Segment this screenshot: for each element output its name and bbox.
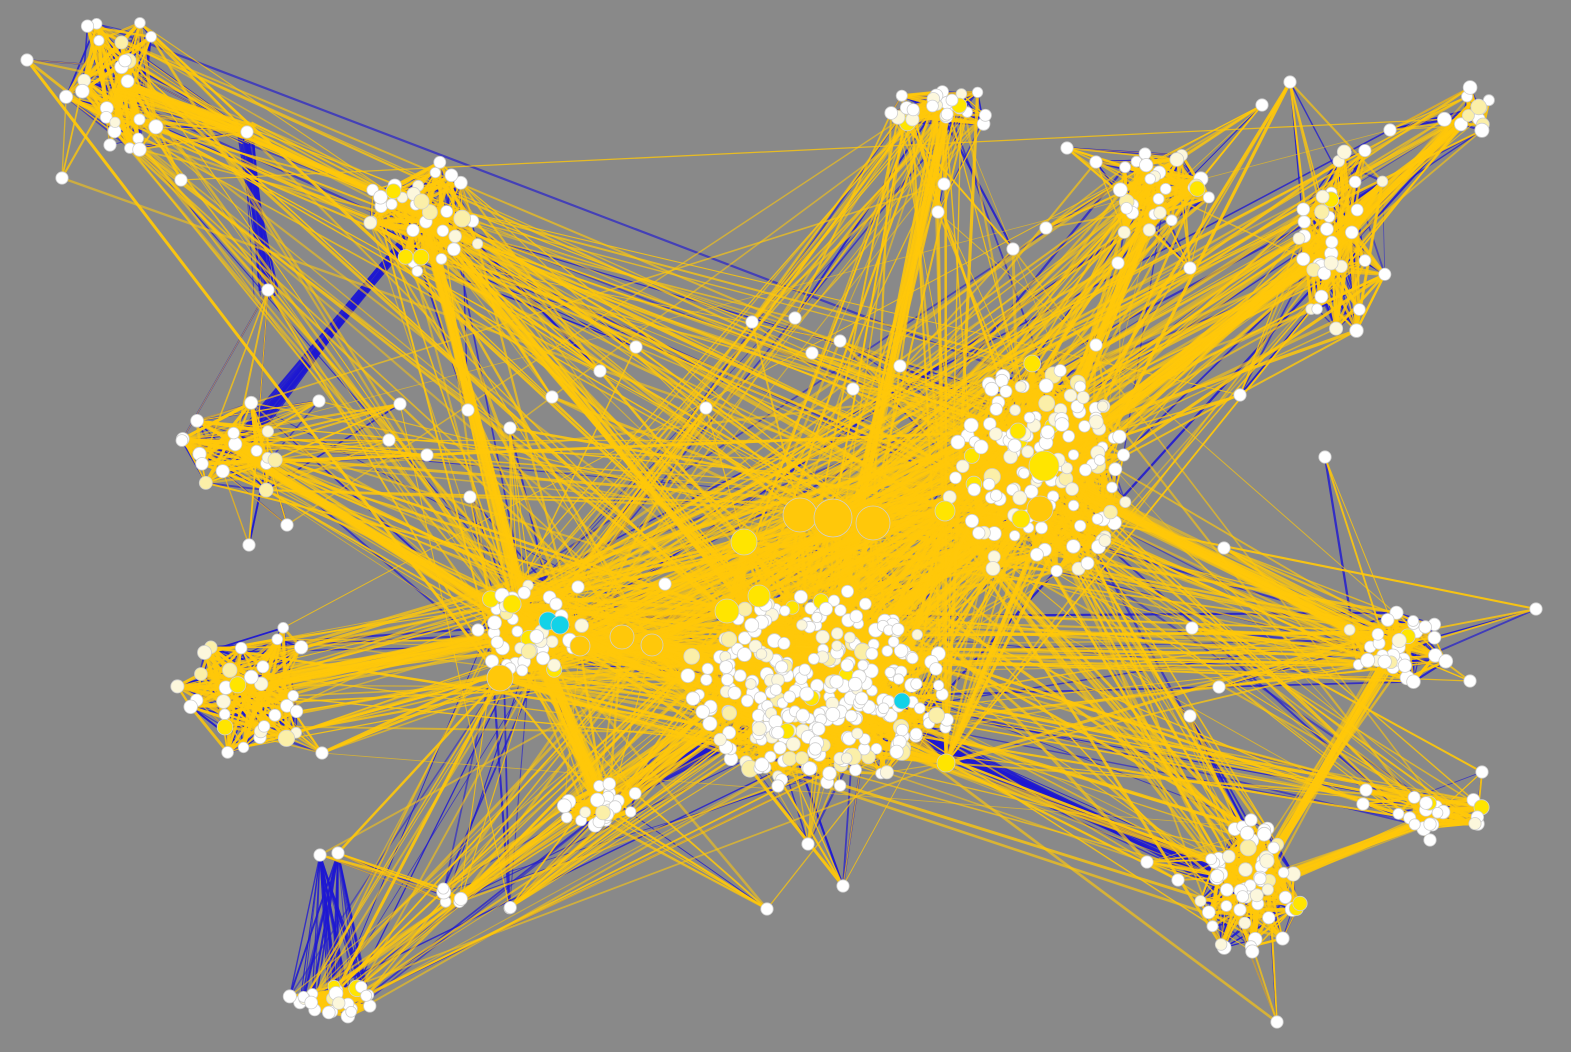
graph-edge-blue	[1239, 308, 1312, 396]
graph-edge-gold	[189, 705, 229, 754]
graph-edge-blue	[1414, 771, 1483, 798]
graph-edge-blue	[289, 854, 321, 997]
graph-edge-blue	[331, 852, 339, 999]
graph-edge-gold	[87, 25, 126, 62]
graph-edge-gold	[203, 651, 288, 740]
graph-edge-blue	[942, 680, 1414, 696]
graph-edge-blue	[302, 854, 321, 997]
graph-edge-blue	[842, 756, 853, 887]
graph-edge-blue	[337, 852, 367, 996]
graph-edge-blue	[311, 854, 321, 994]
graph-edge-blue	[139, 149, 573, 649]
graph-edge-blue	[302, 852, 339, 998]
graph-edge-blue	[230, 213, 424, 446]
graph-edge-gold	[190, 705, 287, 740]
graph-edge-gold	[182, 438, 207, 484]
graph-edge-gold	[224, 713, 265, 728]
graph-edge-blue	[288, 852, 339, 997]
graph-edge-blue	[445, 650, 532, 903]
graph-edge-blue	[337, 852, 340, 1004]
graph-edge-blue	[205, 481, 267, 492]
graph-edge-gold	[182, 401, 252, 441]
